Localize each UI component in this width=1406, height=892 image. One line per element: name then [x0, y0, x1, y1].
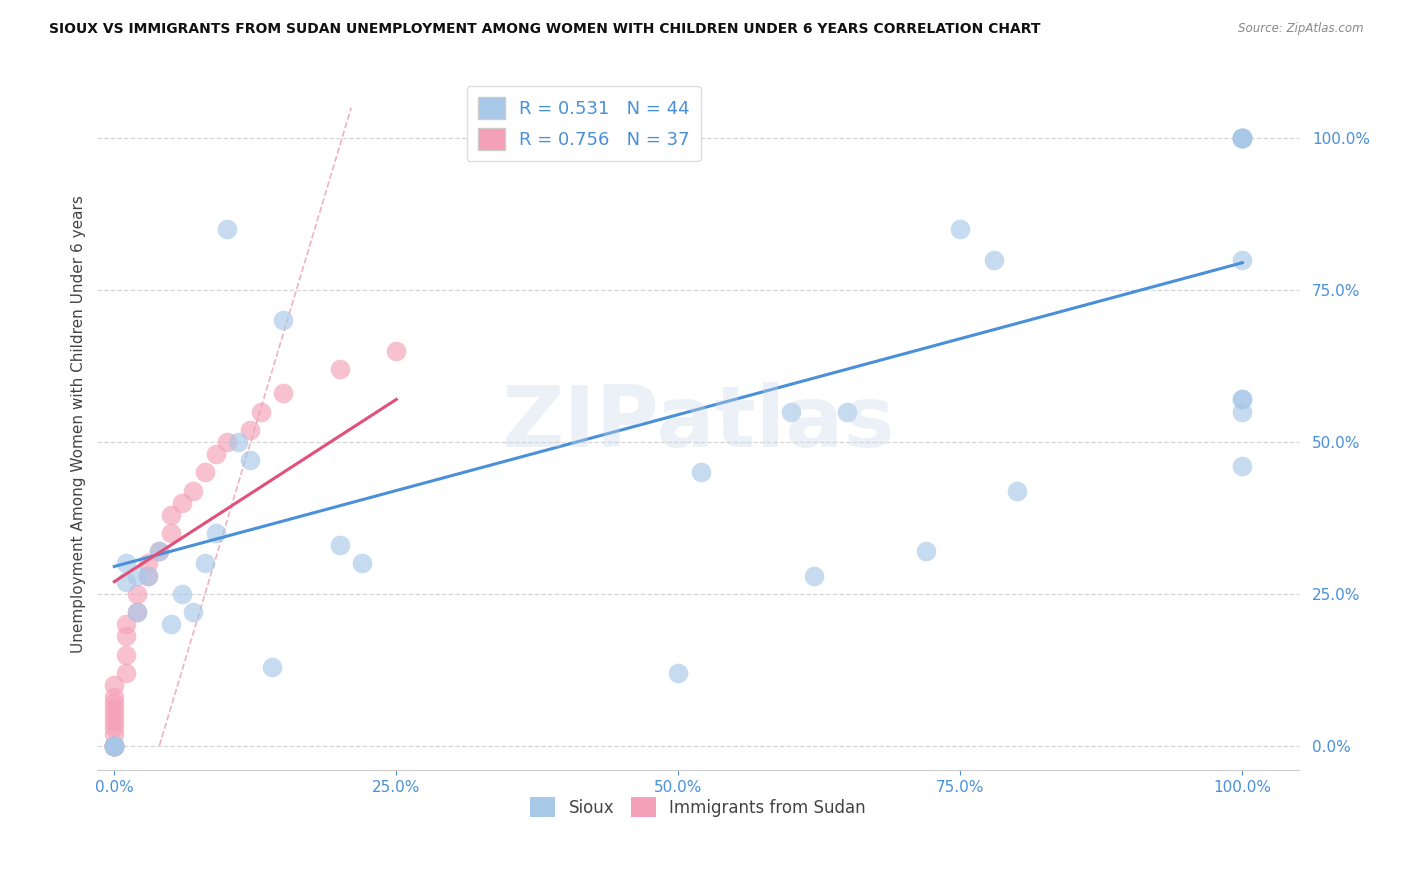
Point	[103, 721, 125, 735]
Point	[262, 659, 284, 673]
Point	[949, 222, 972, 236]
Point	[170, 587, 193, 601]
Point	[103, 696, 125, 710]
Point	[239, 423, 262, 437]
Point	[103, 714, 125, 729]
Point	[1232, 392, 1254, 407]
Point	[983, 252, 1005, 267]
Point	[103, 739, 125, 753]
Point	[103, 739, 125, 753]
Point	[329, 538, 352, 552]
Point	[148, 544, 170, 558]
Point	[181, 483, 204, 498]
Legend: Sioux, Immigrants from Sudan: Sioux, Immigrants from Sudan	[523, 790, 873, 824]
Point	[1232, 392, 1254, 407]
Point	[103, 739, 125, 753]
Point	[1005, 483, 1028, 498]
Point	[136, 568, 159, 582]
Point	[273, 313, 295, 327]
Point	[329, 362, 352, 376]
Point	[193, 466, 215, 480]
Point	[352, 557, 374, 571]
Point	[114, 574, 136, 589]
Point	[780, 404, 803, 418]
Point	[103, 739, 125, 753]
Point	[181, 605, 204, 619]
Point	[1232, 131, 1254, 145]
Point	[136, 557, 159, 571]
Text: Source: ZipAtlas.com: Source: ZipAtlas.com	[1239, 22, 1364, 36]
Text: ZIPatlas: ZIPatlas	[501, 382, 894, 466]
Point	[385, 343, 408, 358]
Point	[125, 568, 148, 582]
Point	[170, 496, 193, 510]
Point	[103, 739, 125, 753]
Point	[103, 739, 125, 753]
Point	[159, 526, 181, 541]
Point	[103, 726, 125, 740]
Point	[103, 739, 125, 753]
Point	[204, 447, 226, 461]
Point	[103, 739, 125, 753]
Point	[689, 466, 711, 480]
Point	[204, 526, 226, 541]
Point	[1232, 459, 1254, 474]
Y-axis label: Unemployment Among Women with Children Under 6 years: Unemployment Among Women with Children U…	[72, 194, 86, 653]
Point	[125, 605, 148, 619]
Point	[148, 544, 170, 558]
Point	[114, 617, 136, 632]
Point	[217, 222, 239, 236]
Point	[114, 665, 136, 680]
Point	[915, 544, 938, 558]
Point	[103, 739, 125, 753]
Point	[114, 629, 136, 643]
Point	[273, 386, 295, 401]
Point	[217, 434, 239, 449]
Point	[159, 617, 181, 632]
Point	[103, 739, 125, 753]
Point	[103, 678, 125, 692]
Point	[125, 587, 148, 601]
Point	[125, 605, 148, 619]
Point	[103, 739, 125, 753]
Point	[239, 453, 262, 467]
Point	[114, 648, 136, 662]
Point	[103, 739, 125, 753]
Point	[193, 557, 215, 571]
Point	[1232, 252, 1254, 267]
Point	[228, 434, 250, 449]
Point	[103, 739, 125, 753]
Point	[114, 557, 136, 571]
Point	[1232, 131, 1254, 145]
Point	[103, 739, 125, 753]
Point	[1232, 131, 1254, 145]
Point	[1232, 131, 1254, 145]
Point	[1232, 404, 1254, 418]
Point	[803, 568, 825, 582]
Point	[250, 404, 273, 418]
Point	[159, 508, 181, 522]
Point	[837, 404, 859, 418]
Point	[103, 702, 125, 716]
Point	[136, 568, 159, 582]
Point	[1232, 131, 1254, 145]
Point	[666, 665, 689, 680]
Text: SIOUX VS IMMIGRANTS FROM SUDAN UNEMPLOYMENT AMONG WOMEN WITH CHILDREN UNDER 6 YE: SIOUX VS IMMIGRANTS FROM SUDAN UNEMPLOYM…	[49, 22, 1040, 37]
Point	[103, 690, 125, 704]
Point	[1232, 131, 1254, 145]
Point	[103, 708, 125, 723]
